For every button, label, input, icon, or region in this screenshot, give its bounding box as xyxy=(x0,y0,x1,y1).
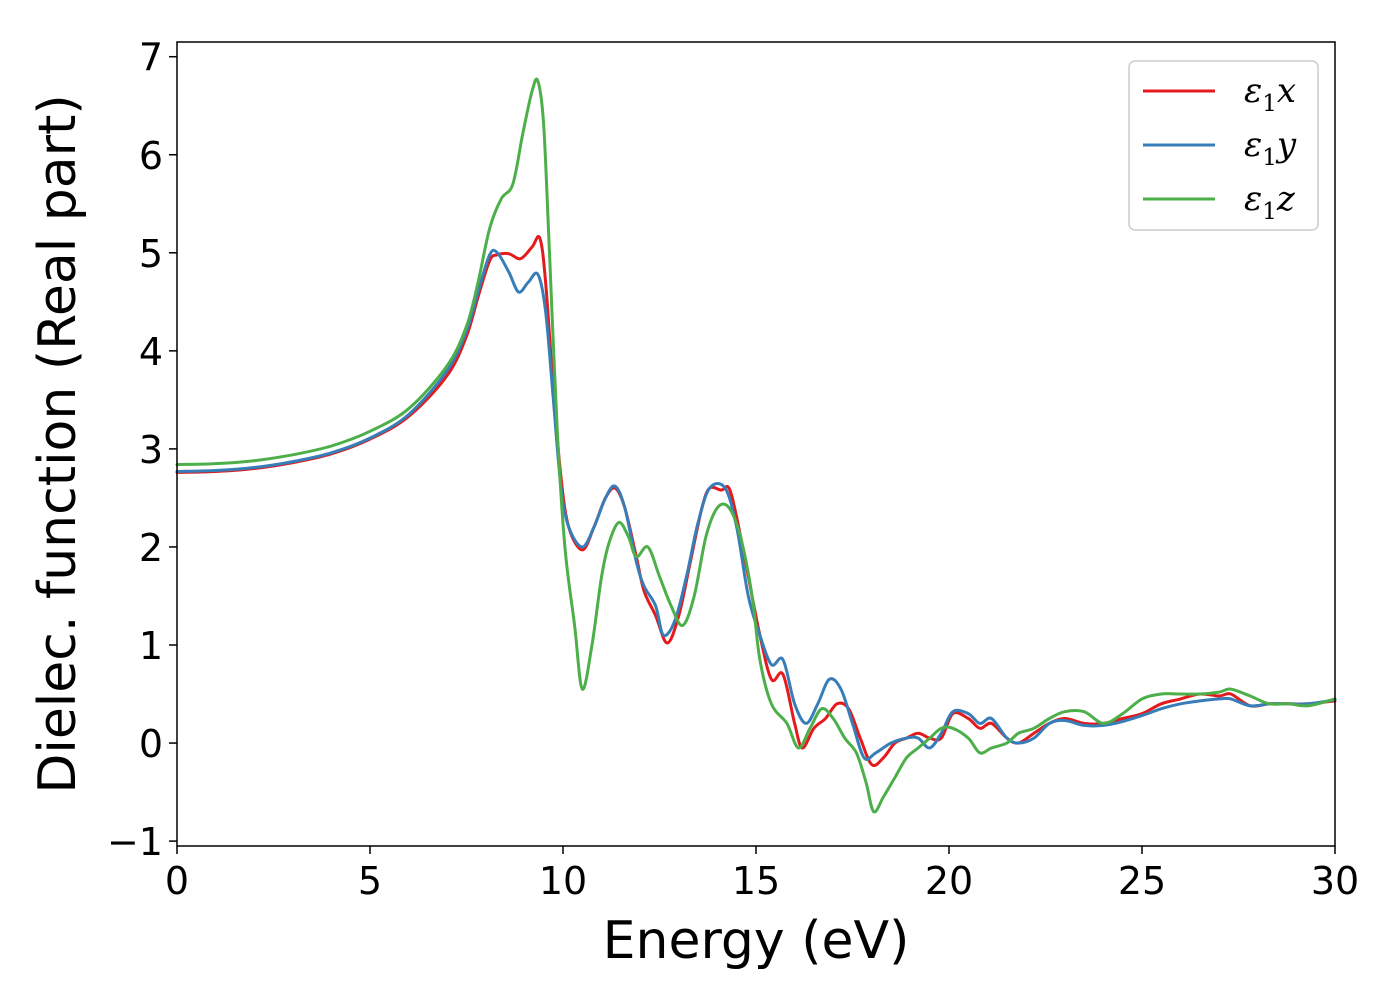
y-tick-label: 4 xyxy=(139,330,163,374)
x-tick-label: 30 xyxy=(1311,859,1359,903)
legend-items: ε1x ε1y ε1z xyxy=(1143,71,1297,225)
plot-lines xyxy=(175,77,1337,814)
x-tick-label: 10 xyxy=(539,859,587,903)
y-axis-ticks: −1 0 1 2 3 4 5 6 7 xyxy=(107,36,177,864)
x-axis-ticks: 0 5 10 15 20 25 30 xyxy=(165,846,1359,903)
x-tick-label: 15 xyxy=(732,859,780,903)
x-tick-label: 25 xyxy=(1118,859,1166,903)
x-axis-title: Energy (eV) xyxy=(603,911,910,971)
y-tick-label: 3 xyxy=(139,428,163,472)
y-tick-label: 0 xyxy=(139,722,163,766)
y-tick-label: −1 xyxy=(107,820,163,864)
x-tick-label: 5 xyxy=(358,859,382,903)
y-tick-label: 1 xyxy=(139,624,163,668)
legend: ε1x ε1y ε1z xyxy=(1128,60,1319,231)
legend-label-z: ε1z xyxy=(1244,179,1296,225)
series-line-x xyxy=(175,235,1337,767)
y-tick-label: 7 xyxy=(139,36,163,80)
x-tick-label: 0 xyxy=(165,859,189,903)
legend-box xyxy=(1128,60,1319,231)
legend-label-y: ε1y xyxy=(1244,125,1297,171)
series-line-z xyxy=(175,77,1337,814)
x-tick-label: 20 xyxy=(925,859,973,903)
y-axis-title: Dielec. function (Real part) xyxy=(28,94,88,793)
y-tick-label: 2 xyxy=(139,526,163,570)
series-line-y xyxy=(175,248,1337,761)
legend-label-x: ε1x xyxy=(1244,71,1296,117)
y-tick-label: 5 xyxy=(139,232,163,276)
y-tick-label: 6 xyxy=(139,134,163,178)
